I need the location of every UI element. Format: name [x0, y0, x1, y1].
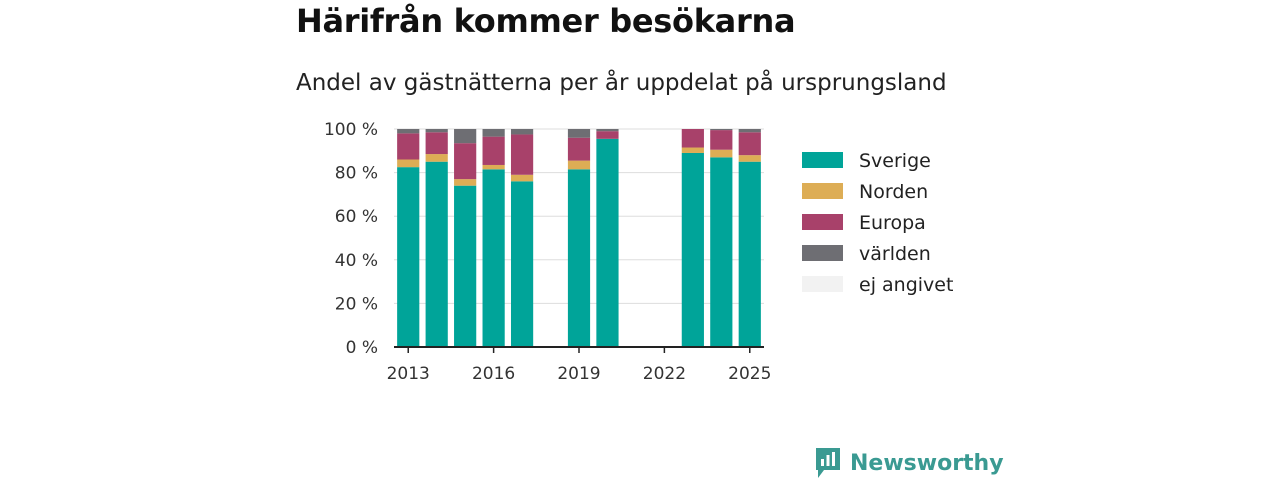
bar-segment	[710, 129, 733, 131]
legend-label: världen	[859, 243, 931, 265]
bar-segment	[425, 154, 448, 162]
bar-segment	[397, 133, 420, 160]
bar-segment	[681, 129, 704, 148]
y-tick-label: 60 %	[335, 207, 378, 227]
legend-swatch	[802, 183, 843, 199]
bar-segment	[510, 174, 534, 182]
legend-label: Europa	[859, 212, 926, 234]
bar-segment	[738, 132, 761, 156]
bar-segment	[681, 152, 704, 347]
brand-logo[interactable]: Newsworthy	[814, 446, 1004, 480]
x-tick-label: 2025	[728, 364, 771, 384]
newsworthy-logo-icon	[816, 448, 840, 478]
legend-swatch	[802, 214, 843, 230]
bar-segment	[425, 132, 448, 155]
y-tick-label: 40 %	[335, 251, 378, 271]
page-title: Härifrån kommer besökarna	[296, 2, 796, 40]
bar-segment	[425, 129, 448, 133]
page-subtitle: Andel av gästnätterna per år uppdelat på…	[296, 70, 947, 96]
bar-segment	[710, 149, 733, 158]
legend-swatch	[802, 276, 843, 292]
bar-segment	[510, 181, 534, 347]
bar-segment	[482, 129, 505, 137]
x-tick-label: 2016	[472, 364, 515, 384]
legend-label: ej angivet	[859, 274, 953, 296]
bar-segment	[596, 138, 619, 347]
y-tick-label: 20 %	[335, 294, 378, 314]
bar-segment	[454, 129, 477, 144]
axes: 0 % 20 % 40 % 60 % 80 % 100 % 2013 2016 2019 2022…	[324, 120, 771, 384]
bar-segment	[397, 159, 420, 168]
bar-segment	[510, 134, 534, 175]
y-tick-label: 80 %	[335, 164, 378, 184]
bar-segment	[454, 143, 477, 180]
bar-segment	[738, 129, 761, 133]
bar-segment	[482, 136, 505, 165]
bar-segment	[710, 157, 733, 347]
x-tick-label: 2019	[557, 364, 600, 384]
legend-label: Sverige	[859, 150, 931, 172]
bar-segment	[397, 129, 420, 134]
legend-swatch	[802, 245, 843, 261]
x-tick-label: 2022	[643, 364, 686, 384]
bar-segment	[710, 130, 733, 150]
brand-name: Newsworthy	[850, 450, 1004, 476]
y-tick-label: 0 %	[346, 338, 378, 358]
bar-segment	[510, 129, 534, 135]
bar-segment	[567, 160, 591, 170]
stacked-bar-chart: 0 % 20 % 40 % 60 % 80 % 100 % 2013 2016 2019 2022…	[324, 120, 953, 384]
bars	[397, 129, 761, 347]
bar-segment	[738, 155, 761, 162]
bar-segment	[596, 131, 619, 139]
bar-segment	[454, 185, 477, 347]
bar-segment	[681, 147, 704, 153]
bar-segment	[454, 179, 477, 186]
bar-segment	[567, 169, 591, 347]
y-tick-label: 100 %	[324, 120, 378, 140]
bar-segment	[482, 164, 505, 170]
bar-segment	[567, 137, 591, 161]
bar-segment	[425, 161, 448, 347]
bar-segment	[397, 167, 420, 347]
bar-segment	[482, 169, 505, 347]
x-tick-label: 2013	[387, 364, 430, 384]
bar-segment	[738, 161, 761, 347]
bar-segment	[567, 129, 591, 138]
legend-label: Norden	[859, 181, 928, 203]
legend-swatch	[802, 152, 843, 168]
bar-segment	[596, 129, 619, 132]
legend: Sverige Norden Europa världen ej angivet	[802, 150, 953, 296]
